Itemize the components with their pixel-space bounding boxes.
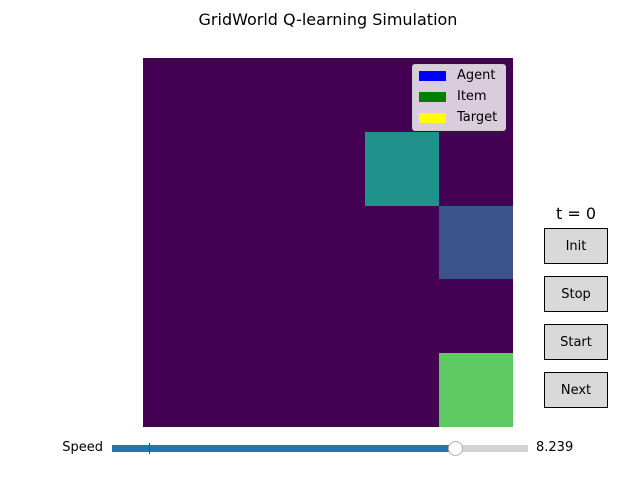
init-button[interactable]: Init (544, 228, 608, 264)
speed-slider-handle[interactable] (447, 441, 463, 456)
speed-slider-fill (112, 445, 455, 452)
grid-cell (439, 205, 513, 280)
speed-value: 8.239 (536, 440, 574, 455)
start-button[interactable]: Start (544, 324, 608, 360)
next-button[interactable]: Next (544, 372, 608, 408)
legend-label-agent: Agent (457, 68, 496, 83)
legend-swatch-agent (419, 71, 446, 81)
legend: Agent Item Target (412, 64, 506, 131)
grid-cell (439, 353, 513, 427)
figure-title: GridWorld Q-learning Simulation (198, 10, 458, 29)
speed-slider-label: Speed (62, 440, 103, 455)
legend-swatch-item (419, 92, 446, 102)
grid-cell (365, 131, 439, 206)
legend-item-item: Item (419, 89, 487, 105)
time-step-label: t = 0 (555, 204, 597, 223)
legend-item-agent: Agent (419, 68, 495, 84)
speed-slider[interactable] (112, 441, 528, 456)
legend-swatch-target (419, 113, 446, 123)
legend-item-target: Target (419, 110, 497, 126)
stop-button[interactable]: Stop (544, 276, 608, 312)
legend-label-item: Item (457, 89, 487, 104)
speed-initial-value-marker (149, 443, 151, 454)
legend-label-target: Target (457, 110, 498, 125)
